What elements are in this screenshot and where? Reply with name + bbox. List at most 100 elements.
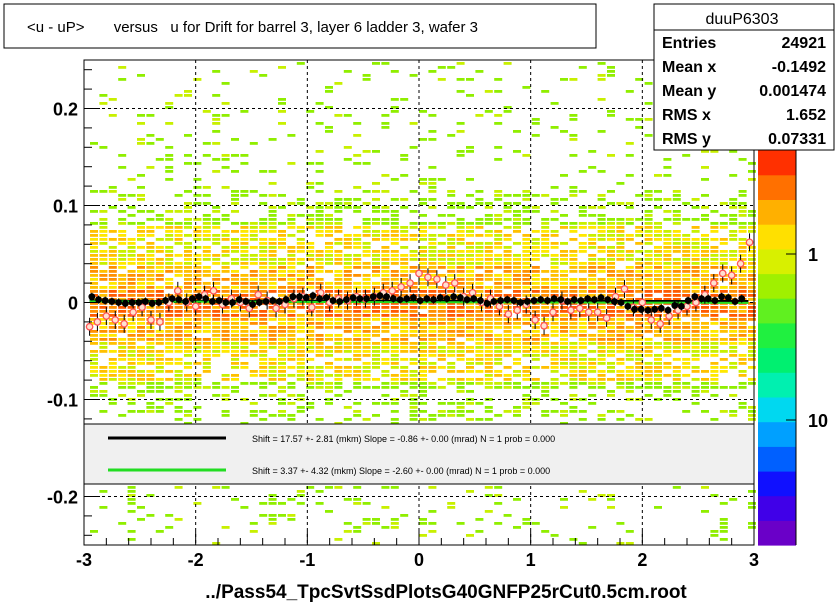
- stats-value-mean-x: -0.1492: [772, 59, 826, 76]
- profile-open-point: [594, 309, 600, 315]
- profile-black-point: [524, 298, 531, 305]
- profile-open-point: [746, 239, 752, 245]
- profile-black-point: [162, 297, 169, 304]
- profile-black-point: [102, 297, 109, 304]
- profile-black-point: [115, 299, 122, 306]
- profile-black-point: [638, 306, 645, 313]
- profile-open-point: [148, 317, 154, 323]
- profile-open-point: [577, 305, 583, 311]
- profile-black-point: [732, 298, 739, 305]
- profile-black-point: [176, 296, 183, 303]
- profile-black-point: [712, 297, 719, 304]
- x-tick-label: 0: [414, 550, 424, 570]
- profile-black-point: [511, 297, 518, 304]
- profile-open-point: [621, 286, 627, 292]
- palette-swatch: [758, 471, 796, 496]
- profile-black-point: [705, 295, 712, 302]
- profile-black-point: [316, 295, 323, 302]
- palette-swatch: [758, 422, 796, 447]
- profile-open-point: [666, 313, 672, 319]
- stats-label-rms-y: RMS y: [662, 131, 711, 148]
- profile-black-point: [169, 295, 176, 302]
- profile-black-point: [584, 295, 591, 302]
- profile-black-point: [182, 298, 189, 305]
- profile-black-point: [88, 293, 95, 300]
- profile-open-point: [425, 274, 431, 280]
- x-tick-label: -1: [299, 550, 315, 570]
- legend-entry-green: Shift = 3.37 +- 4.32 (mkm) Slope = -2.60…: [252, 466, 550, 476]
- plot-title: <u - uP> versus u for Drift for barrel 3…: [27, 19, 478, 36]
- profile-black-point: [598, 294, 605, 301]
- profile-black-point: [470, 295, 477, 302]
- stats-label-entries: Entries: [662, 35, 716, 52]
- palette-swatch: [758, 273, 796, 298]
- palette-swatch: [758, 446, 796, 471]
- profile-black-point: [283, 296, 290, 303]
- profile-black-point: [142, 298, 149, 305]
- profile-black-point: [410, 294, 417, 301]
- profile-black-point: [444, 295, 451, 302]
- profile-black-point: [671, 302, 678, 309]
- x-tick-label: -3: [76, 550, 92, 570]
- profile-black-point: [464, 296, 471, 303]
- profile-open-point: [416, 270, 422, 276]
- profile-black-point: [377, 292, 384, 299]
- profile-black-point: [216, 297, 223, 304]
- profile-open-point: [514, 307, 520, 313]
- profile-open-point: [443, 282, 449, 288]
- profile-open-point: [389, 288, 395, 294]
- profile-black-point: [276, 298, 283, 305]
- profile-black-point: [397, 296, 404, 303]
- profile-black-point: [383, 293, 390, 300]
- palette-swatch: [758, 372, 796, 397]
- profile-black-point: [578, 297, 585, 304]
- profile-black-point: [263, 298, 270, 305]
- palette-label: 10: [808, 411, 828, 431]
- palette-swatch: [758, 397, 796, 422]
- profile-open-point: [192, 303, 198, 309]
- stats-value-rms-y: 0.07331: [768, 131, 826, 148]
- stats-label-rms-x: RMS x: [662, 107, 711, 124]
- profile-open-point: [720, 270, 726, 276]
- profile-open-point: [121, 321, 127, 327]
- profile-black-point: [484, 300, 491, 307]
- profile-open-point: [728, 272, 734, 278]
- profile-black-point: [665, 307, 672, 314]
- palette-label: 1: [808, 245, 818, 265]
- profile-black-point: [497, 297, 504, 304]
- profile-open-point: [157, 319, 163, 325]
- palette-swatch: [758, 298, 796, 323]
- profile-black-point: [591, 296, 598, 303]
- profile-black-point: [691, 293, 698, 300]
- profile-black-point: [564, 298, 571, 305]
- profile-open-point: [639, 299, 645, 305]
- profile-black-point: [249, 301, 256, 308]
- profile-black-point: [611, 298, 618, 305]
- stats-label-mean-x: Mean x: [662, 59, 716, 76]
- profile-open-point: [210, 288, 216, 294]
- profile-black-point: [256, 299, 263, 306]
- profile-open-point: [657, 321, 663, 327]
- palette-swatch: [758, 520, 796, 545]
- palette-swatch: [758, 175, 796, 200]
- profile-black-point: [336, 298, 343, 305]
- profile-black-point: [417, 297, 424, 304]
- profile-open-point: [693, 299, 699, 305]
- profile-open-point: [452, 280, 458, 286]
- profile-open-point: [94, 319, 100, 325]
- profile-black-point: [269, 297, 276, 304]
- stats-value-rms-x: 1.652: [786, 107, 826, 124]
- profile-open-point: [586, 309, 592, 315]
- profile-black-point: [423, 295, 430, 302]
- profile-black-point: [135, 299, 142, 306]
- profile-black-point: [343, 296, 350, 303]
- profile-black-point: [651, 306, 658, 313]
- profile-black-point: [196, 293, 203, 300]
- profile-black-point: [544, 297, 551, 304]
- profile-black-point: [390, 295, 397, 302]
- profile-black-point: [356, 295, 363, 302]
- profile-open-point: [407, 280, 413, 286]
- x-tick-label: 2: [637, 550, 647, 570]
- profile-open-point: [255, 292, 261, 298]
